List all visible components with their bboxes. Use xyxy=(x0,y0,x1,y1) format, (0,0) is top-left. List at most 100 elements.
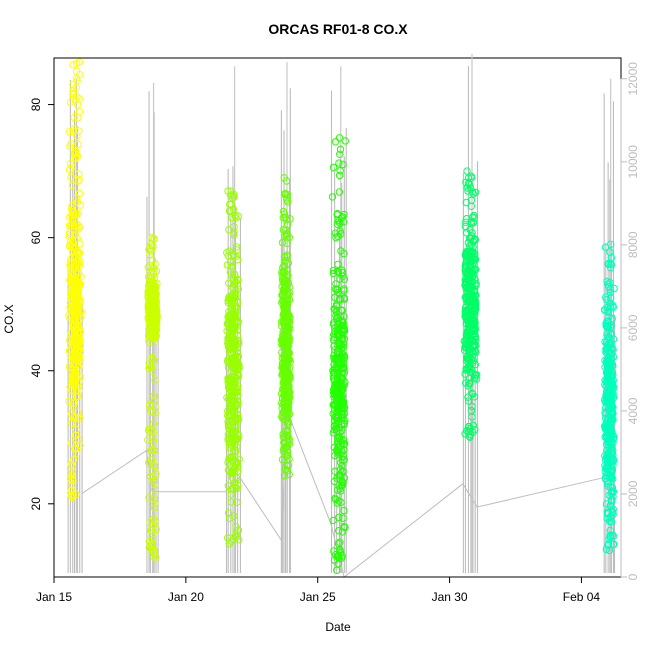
data-point xyxy=(466,379,474,387)
data-point xyxy=(462,248,470,256)
data-point xyxy=(149,429,158,437)
data-point xyxy=(72,425,81,434)
data-point xyxy=(73,92,81,101)
data-point xyxy=(230,284,238,292)
data-point xyxy=(467,406,476,415)
axes-layer: Jan 15 Jan 20 Jan 25 Jan 30 Feb 04 20 40 60 80 0 2… xyxy=(29,62,640,604)
data-point xyxy=(463,330,472,339)
data-point xyxy=(73,100,82,109)
data-point xyxy=(284,466,292,475)
data-point xyxy=(151,376,159,384)
data-point xyxy=(150,485,159,494)
data-point xyxy=(333,286,341,294)
data-point xyxy=(610,284,618,293)
data-point xyxy=(609,303,617,311)
data-point xyxy=(601,338,609,346)
data-point xyxy=(145,359,153,367)
data-point xyxy=(233,326,241,334)
data-point xyxy=(470,393,479,401)
data-point xyxy=(73,320,81,329)
data-point xyxy=(602,387,611,396)
data-point xyxy=(464,308,472,316)
data-point xyxy=(223,249,231,257)
data-point xyxy=(468,188,477,196)
data-point xyxy=(333,486,342,494)
data-point xyxy=(74,392,82,401)
data-point xyxy=(278,268,286,276)
data-point xyxy=(330,352,338,360)
data-point xyxy=(233,370,242,378)
data-point xyxy=(233,474,241,482)
data-point xyxy=(230,229,238,237)
data-point xyxy=(224,378,232,387)
data-point xyxy=(145,494,153,502)
data-point xyxy=(151,409,160,417)
data-point xyxy=(602,293,610,301)
co-points-rf06 xyxy=(460,167,481,441)
data-point xyxy=(68,468,77,476)
data-point xyxy=(462,218,470,227)
data-point xyxy=(70,362,78,371)
data-point xyxy=(68,471,76,479)
data-point xyxy=(340,335,349,343)
data-point xyxy=(227,295,235,303)
data-point xyxy=(609,381,617,390)
data-point xyxy=(71,96,80,105)
data-point xyxy=(333,439,342,447)
data-point xyxy=(224,509,233,517)
data-point xyxy=(233,246,241,254)
data-point xyxy=(285,318,294,326)
data-point xyxy=(336,538,344,546)
data-point xyxy=(72,210,80,218)
data-point xyxy=(469,421,477,429)
data-point xyxy=(285,283,294,291)
data-point xyxy=(75,108,84,116)
data-point xyxy=(149,270,158,278)
data-point xyxy=(227,316,236,324)
data-point xyxy=(66,242,74,250)
data-point xyxy=(607,407,615,415)
data-point xyxy=(67,280,76,288)
data-point xyxy=(234,481,242,489)
data-point xyxy=(469,369,477,377)
data-point xyxy=(333,313,342,321)
y-right-tick-label: 12000 xyxy=(626,62,640,96)
data-point xyxy=(75,282,83,291)
x-tick-label: Jan 25 xyxy=(300,590,336,604)
data-point xyxy=(469,315,477,323)
data-point xyxy=(603,398,611,406)
data-point xyxy=(465,252,473,260)
data-point xyxy=(335,331,343,340)
data-point xyxy=(227,498,236,506)
data-point xyxy=(225,207,234,215)
data-point xyxy=(71,154,79,162)
data-point xyxy=(339,452,348,460)
data-point xyxy=(337,306,345,314)
data-point xyxy=(66,128,74,136)
data-point xyxy=(148,474,156,482)
data-point xyxy=(74,292,82,300)
data-point xyxy=(147,540,155,549)
data-point xyxy=(228,373,236,381)
data-point xyxy=(225,540,234,548)
data-point xyxy=(73,77,81,85)
data-point xyxy=(280,378,288,386)
data-point xyxy=(463,167,471,175)
data-point xyxy=(329,335,338,344)
data-point xyxy=(285,470,293,479)
x-tick-label: Jan 30 xyxy=(432,590,468,604)
data-point xyxy=(282,231,291,239)
data-point xyxy=(226,296,235,304)
y-left-tick-label: 80 xyxy=(29,98,43,112)
data-point xyxy=(461,338,470,346)
data-point xyxy=(467,174,476,182)
data-point xyxy=(147,456,156,464)
data-point xyxy=(338,426,346,434)
data-point xyxy=(607,373,616,381)
data-point xyxy=(601,425,609,433)
data-point xyxy=(330,376,339,385)
data-point xyxy=(73,132,81,141)
data-point xyxy=(461,252,470,260)
data-point xyxy=(281,416,290,425)
data-point xyxy=(284,198,292,206)
